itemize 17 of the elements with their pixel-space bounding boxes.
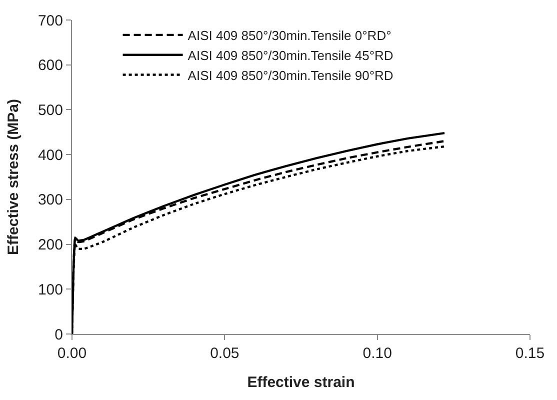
y-tick-label: 100 (38, 281, 63, 298)
legend-label: AISI 409 850°/30min.Tensile 45°RD (188, 48, 394, 63)
y-tick-label: 600 (38, 57, 63, 74)
y-tick-label: 700 (38, 12, 63, 30)
y-tick-label: 500 (38, 102, 63, 119)
x-tick-label: 0.15 (515, 345, 545, 362)
y-tick-label: 0 (54, 326, 63, 344)
legend-label: AISI 409 850°/30min.Tensile 90°RD (188, 68, 394, 83)
y-tick-label: 300 (38, 192, 63, 209)
y-tick-label: 200 (38, 236, 63, 254)
x-axis-title: Effective strain (247, 374, 355, 391)
y-axis-title: Effective stress (MPa) (5, 99, 22, 255)
x-tick-label: 0.00 (57, 345, 87, 362)
y-tick-label: 400 (38, 146, 63, 164)
legend-label: AISI 409 850°/30min.Tensile 0°RD° (188, 28, 392, 44)
x-tick-label: 0.05 (210, 345, 240, 362)
x-tick-label: 0.10 (362, 345, 392, 362)
